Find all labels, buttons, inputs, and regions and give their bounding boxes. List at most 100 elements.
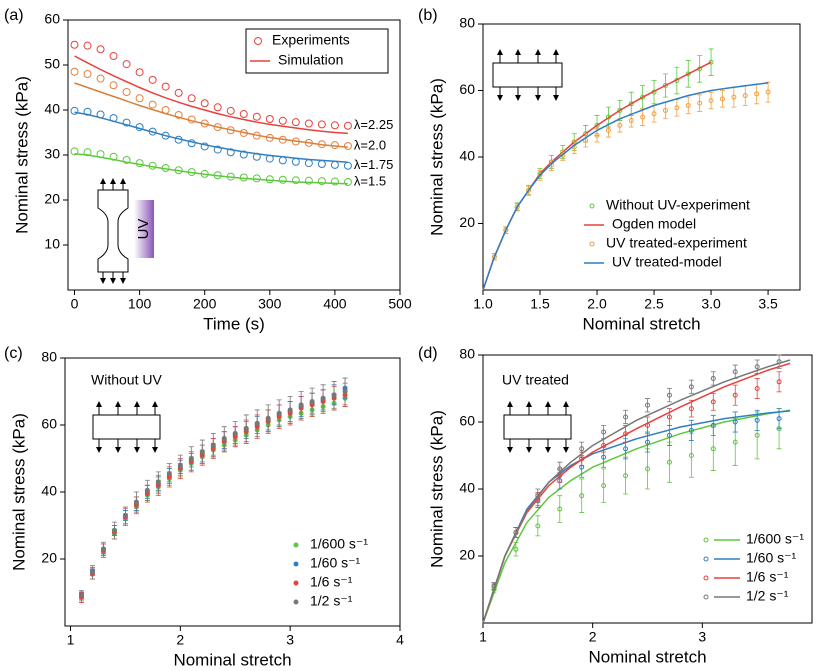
data-point — [239, 150, 248, 159]
data-point — [200, 99, 209, 108]
data-point — [83, 107, 92, 116]
x-tick-label: 2 — [176, 632, 184, 648]
sample-inset — [92, 401, 161, 453]
data-point — [200, 142, 209, 151]
error-bar — [601, 424, 607, 440]
series-label: λ=2.25 — [354, 117, 393, 132]
error-bar — [666, 388, 672, 403]
data-point — [109, 152, 118, 161]
error-bar — [732, 384, 738, 406]
data-point — [291, 118, 300, 127]
error-bar — [697, 94, 703, 112]
legend-label: UV treated-experiment — [606, 235, 747, 251]
error-bar — [645, 416, 650, 435]
x-tick-label: 1 — [479, 629, 487, 645]
y-tick-label: 60 — [459, 413, 475, 429]
data-point — [122, 512, 128, 518]
data-point — [317, 120, 326, 129]
data-point — [666, 414, 672, 420]
legend-frame — [245, 28, 389, 74]
error-bar — [557, 495, 563, 523]
data-point — [685, 71, 691, 77]
x-tick-label: 500 — [388, 296, 412, 312]
data-point — [557, 466, 563, 472]
x-tick-label: 0 — [71, 296, 79, 312]
data-point — [697, 100, 703, 106]
error-bar — [710, 371, 716, 386]
series-line — [74, 111, 348, 163]
panel-label: (a) — [4, 7, 24, 24]
data-point — [535, 493, 541, 499]
x-tick-label: 300 — [258, 296, 282, 312]
legend-marker — [703, 556, 709, 562]
series-label: λ=2.0 — [354, 137, 386, 152]
data-point — [213, 103, 222, 112]
data-point — [265, 415, 271, 421]
data-point — [291, 157, 300, 166]
y-tick-label: 40 — [41, 483, 57, 499]
data-point — [135, 68, 144, 77]
data-point — [513, 546, 519, 552]
data-point — [265, 115, 274, 123]
data-point — [226, 148, 235, 157]
error-bar — [776, 354, 782, 369]
y-tick-label: 50 — [44, 56, 60, 72]
error-bar — [583, 133, 589, 148]
series-line — [74, 82, 348, 149]
error-bar — [710, 393, 716, 411]
error-bar — [513, 527, 519, 538]
data-point — [645, 466, 650, 472]
data-point — [148, 100, 157, 109]
data-point — [732, 369, 738, 375]
uv-label: UV — [135, 219, 152, 240]
error-bar — [688, 419, 694, 441]
legend-label: 1/6 s⁻¹ — [310, 574, 353, 590]
x-tick-label: 2 — [589, 629, 597, 645]
error-bar — [645, 398, 650, 413]
legend-label: 1/6 s⁻¹ — [746, 569, 789, 585]
y-tick-label: 80 — [459, 346, 475, 362]
series-line — [74, 152, 348, 185]
x-tick-label: 3.5 — [758, 296, 778, 312]
data-point — [232, 430, 238, 436]
data-point — [708, 59, 714, 65]
y-tick-label: 80 — [41, 349, 57, 365]
data-point — [776, 379, 782, 385]
x-tick-label: 1.5 — [530, 296, 550, 312]
data-point — [100, 546, 106, 552]
data-point — [526, 187, 532, 193]
error-bar — [666, 408, 672, 426]
series-line — [482, 82, 769, 291]
x-tick-label: 2.0 — [587, 296, 607, 312]
x-axis-label: Time (s) — [203, 314, 265, 333]
error-bar — [571, 139, 577, 155]
data-point — [776, 359, 782, 365]
data-point — [83, 70, 92, 78]
legend-label: 1/600 s⁻¹ — [746, 531, 804, 547]
data-point — [754, 417, 760, 423]
data-point — [144, 487, 150, 493]
y-axis-label: Nominal stress (kPa) — [427, 410, 446, 568]
data-point — [685, 102, 691, 108]
data-point — [298, 402, 304, 408]
error-bar — [688, 379, 694, 394]
data-point — [221, 435, 227, 441]
data-point — [754, 364, 760, 370]
error-bar — [557, 461, 563, 476]
fit-line — [482, 409, 791, 624]
legend-label: Experiments — [272, 32, 350, 48]
data-point — [640, 114, 646, 120]
data-point — [710, 446, 716, 452]
data-point — [651, 111, 657, 117]
data-point — [513, 530, 519, 536]
data-point — [688, 384, 694, 390]
data-point — [579, 446, 585, 452]
x-tick-label: 4 — [396, 632, 404, 648]
sample-inset — [492, 49, 563, 101]
data-point — [594, 132, 600, 138]
error-bar — [513, 542, 519, 557]
y-tick-label: 40 — [459, 148, 475, 164]
data-point — [70, 147, 79, 156]
data-point — [122, 88, 131, 96]
legend-label: UV treated-model — [612, 254, 722, 270]
